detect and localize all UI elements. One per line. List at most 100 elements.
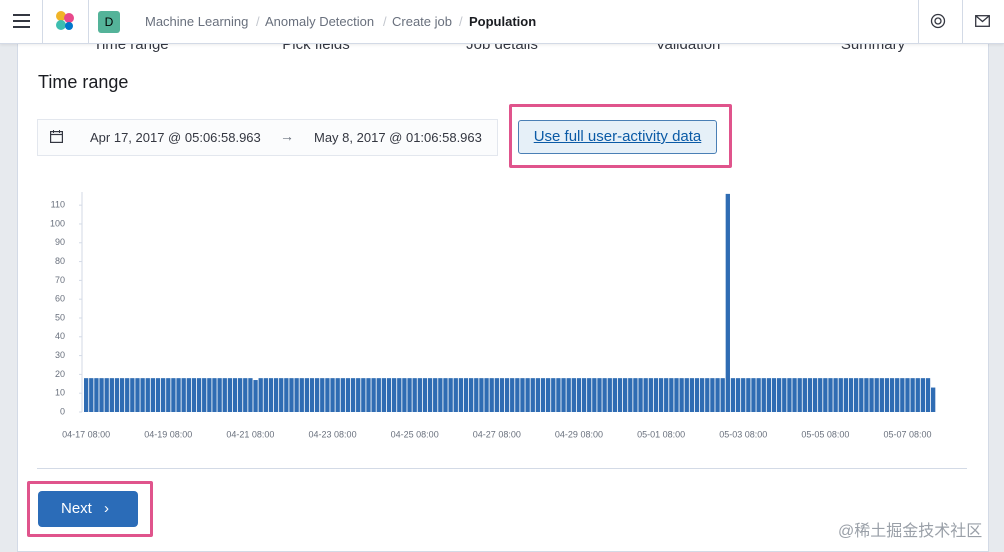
menu-icon[interactable]	[13, 14, 30, 28]
bar	[155, 378, 161, 412]
end-date[interactable]: May 8, 2017 @ 01:06:58.963	[314, 130, 482, 145]
bar	[833, 378, 838, 412]
arrow-icon: →	[280, 128, 294, 144]
bar	[700, 378, 705, 412]
bar	[125, 378, 130, 412]
bar	[571, 378, 576, 412]
bar	[392, 378, 397, 412]
bar	[628, 378, 633, 412]
bar	[263, 378, 268, 412]
bar	[638, 378, 643, 412]
bar	[900, 378, 905, 412]
bar	[458, 378, 464, 412]
breadcrumb-sep: /	[459, 14, 463, 29]
bar	[756, 378, 761, 412]
bar	[633, 378, 638, 412]
bar	[258, 378, 263, 412]
bar	[787, 378, 792, 412]
bar	[315, 378, 320, 412]
chevron: ›	[104, 500, 109, 517]
bar	[171, 378, 176, 412]
bar	[469, 378, 474, 412]
bar	[566, 378, 571, 412]
y-tick-label: 50	[55, 312, 65, 322]
bar	[777, 378, 782, 412]
bar	[371, 378, 376, 412]
space-avatar[interactable]: D	[98, 11, 120, 33]
bar	[854, 378, 859, 412]
bar	[227, 378, 233, 412]
bar	[859, 378, 864, 412]
start-date[interactable]: Apr 17, 2017 @ 05:06:58.963	[90, 130, 261, 145]
bar	[556, 378, 561, 412]
bar	[320, 378, 325, 412]
bar	[674, 378, 679, 412]
x-tick-label: 05-07 08:00	[883, 429, 931, 439]
bar	[484, 378, 489, 412]
x-tick-label: 04-25 08:00	[391, 429, 439, 439]
bar	[597, 378, 602, 412]
y-tick-label: 0	[60, 406, 65, 416]
bar	[89, 378, 94, 412]
breadcrumb[interactable]: Anomaly Detection	[265, 14, 375, 29]
bar	[623, 378, 628, 412]
bar	[207, 378, 212, 412]
bar	[407, 378, 412, 412]
mail-icon[interactable]	[975, 15, 990, 27]
bar	[268, 378, 274, 412]
full-data-button[interactable]: Use full user-activity data	[518, 120, 717, 154]
watermark: @稀土掘金技术社区	[838, 523, 983, 540]
bar	[510, 378, 515, 412]
bar	[766, 378, 772, 412]
bar	[751, 378, 756, 412]
date-picker[interactable]	[37, 119, 498, 156]
bar	[294, 378, 299, 412]
bar	[104, 378, 109, 412]
breadcrumb[interactable]: Create job	[392, 14, 452, 29]
bar	[735, 378, 741, 412]
bar	[356, 378, 361, 412]
bar	[925, 378, 931, 412]
bar	[612, 378, 618, 412]
breadcrumb[interactable]: Machine Learning	[145, 14, 249, 29]
y-tick-label: 10	[55, 388, 65, 398]
bar	[525, 378, 530, 412]
bar	[607, 378, 612, 412]
bar	[448, 378, 453, 412]
bar	[551, 378, 556, 412]
logo[interactable]	[53, 9, 77, 33]
x-tick-label: 04-19 08:00	[144, 429, 192, 439]
bar	[581, 378, 587, 412]
bar	[576, 378, 582, 412]
breadcrumb-sep: /	[383, 14, 387, 29]
next-button[interactable]: Next ›	[38, 491, 138, 527]
bar	[879, 378, 884, 412]
bar	[895, 378, 900, 412]
bar	[494, 378, 499, 412]
bar	[653, 378, 659, 412]
help-icon[interactable]	[930, 13, 946, 29]
bar	[715, 378, 720, 412]
y-tick-label: 110	[51, 200, 65, 210]
bar	[253, 380, 258, 412]
bar	[915, 378, 920, 412]
separator	[962, 0, 963, 43]
header: D Machine Learning / Anomaly Detection /…	[0, 0, 1004, 44]
bar	[366, 378, 371, 412]
bar	[289, 378, 294, 412]
bar	[617, 378, 623, 412]
x-tick-label: 04-29 08:00	[555, 429, 603, 439]
bar	[181, 378, 186, 412]
bar	[684, 378, 689, 412]
bar	[823, 378, 828, 412]
bar	[694, 378, 700, 412]
bar	[386, 378, 392, 412]
divider	[37, 468, 967, 469]
bar	[884, 378, 890, 412]
bar	[658, 378, 664, 412]
bar	[874, 378, 879, 412]
bar	[94, 378, 99, 412]
bar	[273, 378, 279, 412]
y-tick-label: 30	[55, 350, 65, 360]
